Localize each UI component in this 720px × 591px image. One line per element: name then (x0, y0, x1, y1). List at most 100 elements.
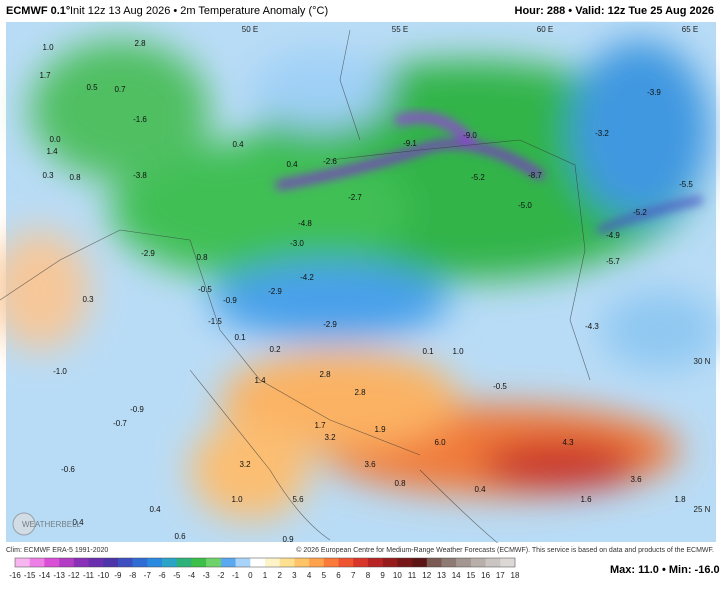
grid-label: 30 N (694, 357, 711, 366)
colorbar-cell (176, 558, 192, 567)
colorbar-cell (206, 558, 222, 567)
anomaly-label: 1.9 (374, 425, 386, 434)
anomaly-label: 1.7 (39, 71, 51, 80)
anomaly-label: 1.4 (46, 147, 58, 156)
anomaly-label: 0.8 (69, 173, 81, 182)
colorbar-tick: 2 (277, 571, 282, 580)
colorbar-cell (250, 558, 266, 567)
colorbar-tick: 18 (511, 571, 520, 580)
anomaly-label: -1.6 (133, 115, 147, 124)
anomaly-label: 0.1 (422, 347, 434, 356)
grid-label: 65 E (682, 25, 698, 34)
colorbar-tick: 12 (422, 571, 431, 580)
colorbar-cell (59, 558, 75, 567)
anomaly-label: 0.4 (232, 140, 244, 149)
colorbar-cell (353, 558, 369, 567)
anomaly-label: -2.6 (323, 157, 337, 166)
anomaly-label: 3.2 (239, 460, 251, 469)
colorbar-tick: 13 (437, 571, 446, 580)
colorbar-tick: 8 (366, 571, 371, 580)
anomaly-label: -9.1 (403, 139, 417, 148)
anomaly-label: -3.2 (595, 129, 609, 138)
anomaly-label: -4.9 (606, 231, 620, 240)
copyright: © 2026 European Centre for Medium-Range … (296, 546, 714, 554)
colorbar-tick: -8 (129, 571, 137, 580)
anomaly-label: -0.5 (493, 382, 507, 391)
colorbar-cell (29, 558, 45, 567)
colorbar-tick: 0 (248, 571, 253, 580)
colorbar-tick: -7 (144, 571, 152, 580)
anomaly-label: 2.8 (134, 39, 146, 48)
colorbar-tick: -1 (232, 571, 240, 580)
anomaly-label: -5.0 (518, 201, 532, 210)
colorbar-tick: 14 (452, 571, 461, 580)
anomaly-label: 1.7 (314, 421, 326, 430)
colorbar-tick: 15 (466, 571, 475, 580)
anomaly-label: -9.0 (463, 131, 477, 140)
anomaly-label: 1.0 (231, 495, 243, 504)
anomaly-label: -2.9 (268, 287, 282, 296)
colorbar-tick: -16 (9, 571, 21, 580)
grid-label: 25 N (694, 505, 711, 514)
colorbar-cell (15, 558, 31, 567)
colorbar-cell (162, 558, 178, 567)
anomaly-label: -5.2 (471, 173, 485, 182)
colorbar-cell (441, 558, 457, 567)
colorbar-tick: 9 (380, 571, 385, 580)
colorbar-cell (294, 558, 310, 567)
anomaly-label: 0.4 (286, 160, 298, 169)
colorbar-cell (470, 558, 486, 567)
anomaly-label: -4.3 (585, 322, 599, 331)
colorbar-tick: 1 (263, 571, 268, 580)
max-min: Max: 11.0 • Min: -16.0 (610, 564, 720, 576)
anomaly-label: -5.2 (633, 208, 647, 217)
colorbar-tick: 4 (307, 571, 312, 580)
colorbar-tick: -15 (24, 571, 36, 580)
colorbar-cell (485, 558, 501, 567)
colorbar-tick: 17 (496, 571, 505, 580)
colorbar-tick: 6 (336, 571, 341, 580)
colorbar-cell (323, 558, 339, 567)
colorbar-cell (132, 558, 148, 567)
colorbar-cell (191, 558, 207, 567)
colorbar-cell (456, 558, 472, 567)
colorbar-cell (279, 558, 295, 567)
colorbar-tick: -4 (188, 571, 196, 580)
anomaly-label: -3.9 (647, 88, 661, 97)
colorbar-cell (367, 558, 383, 567)
colorbar: -16 -15 -14 -13 -12 -11 -10 -9 -8 -7 -6 -5 -4 -3 -2 -1 0… (9, 557, 520, 580)
anomaly-label: 0.3 (42, 171, 54, 180)
anomaly-label: -1.5 (208, 317, 222, 326)
colorbar-tick: -12 (68, 571, 80, 580)
colorbar-tick: -3 (203, 571, 211, 580)
anomaly-label: 0.4 (72, 518, 84, 527)
anomaly-label: 0.2 (269, 345, 281, 354)
anomaly-label: 3.6 (630, 475, 642, 484)
colorbar-cell (309, 558, 325, 567)
colorbar-tick: 16 (481, 571, 490, 580)
anomaly-label: -2.7 (348, 193, 362, 202)
colorbar-tick: -2 (217, 571, 225, 580)
anomaly-label: -1.0 (53, 367, 67, 376)
colorbar-cell (397, 558, 413, 567)
anomaly-label: 2.8 (319, 370, 331, 379)
anomaly-label: 4.3 (562, 438, 574, 447)
anomaly-label: -0.6 (61, 465, 75, 474)
map-labels: 1.0 2.8 1.7 0.5 0.7 -1.6 0.0 1.4 0.3 0.8 -3.8 0.4 0.… (39, 39, 693, 544)
colorbar-cell (44, 558, 60, 567)
colorbar-cell (235, 558, 251, 567)
colorbar-tick: -10 (97, 571, 109, 580)
init-info: Init 12z 13 Aug 2026 • 2m Temperature An… (70, 5, 328, 17)
anomaly-label: 0.7 (114, 85, 126, 94)
anomaly-label: 5.6 (292, 495, 304, 504)
colorbar-cell (220, 558, 236, 567)
colorbar-cell (426, 558, 442, 567)
clim-note: Clim: ECMWF ERA-5 1991-2020 (6, 547, 108, 554)
anomaly-label: -0.7 (113, 419, 127, 428)
colorbar-tick: -11 (83, 571, 95, 580)
anomaly-label: -4.8 (298, 219, 312, 228)
anomaly-label: 2.8 (354, 388, 366, 397)
anomaly-label: 1.6 (580, 495, 592, 504)
